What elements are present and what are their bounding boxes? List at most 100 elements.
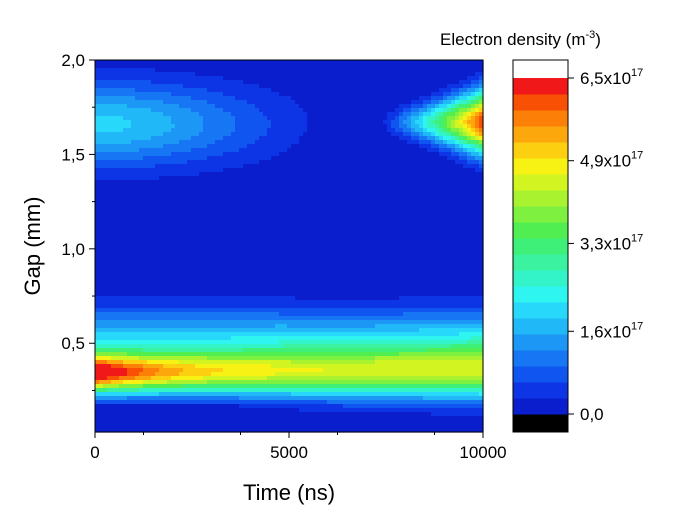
contour-cell — [199, 396, 204, 401]
contour-cell — [195, 352, 200, 357]
contour-cell — [259, 172, 264, 177]
contour-cell — [295, 196, 300, 201]
contour-cell — [275, 344, 280, 349]
contour-cell — [203, 216, 208, 221]
contour-cell — [291, 376, 296, 381]
contour-cell — [275, 184, 280, 189]
contour-cell — [151, 164, 156, 169]
contour-cell — [195, 280, 200, 285]
contour-cell — [239, 92, 244, 97]
contour-cell — [151, 88, 156, 93]
contour-cell — [107, 148, 112, 153]
contour-cell — [219, 264, 224, 269]
contour-cell — [271, 408, 276, 413]
contour-cell — [191, 224, 196, 229]
contour-cell — [275, 132, 280, 137]
contour-cell — [135, 260, 140, 265]
contour-cell — [151, 104, 156, 109]
contour-cell — [235, 68, 240, 73]
contour-cell — [139, 152, 144, 157]
contour-cell — [179, 388, 184, 393]
contour-cell — [195, 240, 200, 245]
contour-cell — [279, 200, 284, 205]
contour-cell — [215, 252, 220, 257]
contour-cell — [147, 192, 152, 197]
contour-cell — [283, 100, 288, 105]
contour-cell — [255, 420, 260, 425]
contour-cell — [163, 404, 168, 409]
contour-cell — [203, 96, 208, 101]
contour-cell — [227, 424, 232, 429]
contour-cell — [243, 264, 248, 269]
contour-cell — [155, 424, 160, 429]
contour-cell — [103, 108, 108, 113]
contour-cell — [187, 104, 192, 109]
contour-cell — [175, 160, 180, 165]
contour-cell — [291, 284, 296, 289]
contour-cell — [123, 176, 128, 181]
contour-cell — [103, 248, 108, 253]
contour-cell — [299, 368, 304, 373]
contour-cell — [159, 80, 164, 85]
contour-cell — [155, 256, 160, 261]
contour-cell — [275, 104, 280, 109]
contour-cell — [263, 68, 268, 73]
contour-cell — [279, 124, 284, 129]
contour-cell — [243, 240, 248, 245]
contour-cell — [199, 76, 204, 81]
contour-cell — [211, 328, 216, 333]
contour-cell — [95, 176, 100, 181]
contour-cell — [231, 152, 236, 157]
contour-cell — [303, 360, 308, 365]
contour-cell — [191, 300, 196, 305]
contour-cell — [119, 240, 124, 245]
contour-cell — [191, 268, 196, 273]
contour-cell — [179, 152, 184, 157]
contour-cell — [127, 100, 132, 105]
contour-cell — [239, 148, 244, 153]
contour-cell — [207, 72, 212, 77]
contour-cell — [243, 96, 248, 101]
contour-cell — [271, 180, 276, 185]
contour-cell — [295, 172, 300, 177]
contour-cell — [195, 60, 200, 65]
contour-cell — [139, 192, 144, 197]
contour-cell — [115, 176, 120, 181]
contour-cell — [115, 336, 120, 341]
contour-cell — [287, 200, 292, 205]
contour-cell — [279, 256, 284, 261]
contour-cell — [231, 180, 236, 185]
contour-cell — [235, 356, 240, 361]
contour-cell — [155, 156, 160, 161]
contour-cell — [115, 192, 120, 197]
contour-cell — [171, 180, 176, 185]
contour-cell — [167, 176, 172, 181]
contour-cell — [263, 280, 268, 285]
contour-cell — [143, 112, 148, 117]
contour-cell — [171, 196, 176, 201]
contour-cell — [247, 140, 252, 145]
contour-cell — [279, 372, 284, 377]
contour-cell — [231, 232, 236, 237]
contour-cell — [179, 64, 184, 69]
contour-cell — [143, 412, 148, 417]
contour-cell — [295, 396, 300, 401]
contour-cell — [115, 156, 120, 161]
contour-cell — [123, 112, 128, 117]
contour-cell — [255, 212, 260, 217]
contour-cell — [151, 296, 156, 301]
contour-cell — [271, 140, 276, 145]
contour-cell — [139, 240, 144, 245]
contour-cell — [107, 188, 112, 193]
contour-cell — [95, 288, 100, 293]
contour-cell — [103, 188, 108, 193]
contour-cell — [247, 348, 252, 353]
contour-cell — [183, 244, 188, 249]
contour-cell — [147, 364, 152, 369]
contour-cell — [275, 304, 280, 309]
contour-cell — [275, 68, 280, 73]
contour-cell — [167, 108, 172, 113]
contour-cell — [219, 132, 224, 137]
contour-cell — [215, 200, 220, 205]
contour-cell — [283, 424, 288, 429]
